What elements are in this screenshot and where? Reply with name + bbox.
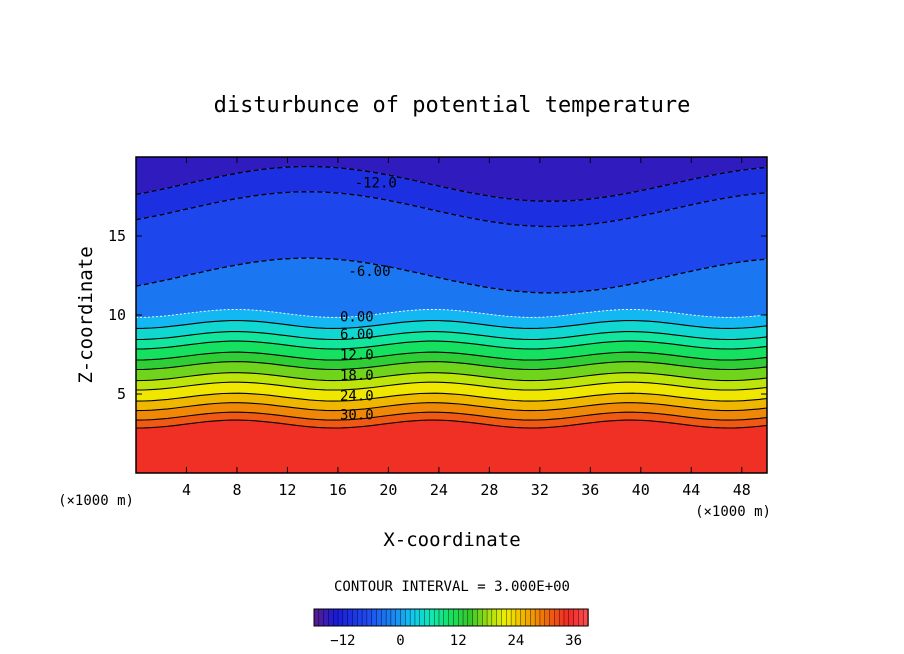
colorbar-swatch — [540, 609, 545, 626]
colorbar-swatch — [545, 609, 550, 626]
colorbar-swatch — [444, 609, 449, 626]
colorbar-swatch — [463, 609, 468, 626]
x-tick-label: 24 — [430, 481, 448, 499]
colorbar-swatch — [501, 609, 506, 626]
colorbar-swatch — [477, 609, 482, 626]
colorbar-swatch — [516, 609, 521, 626]
colorbar-swatch — [569, 609, 574, 626]
colorbar-swatch — [415, 609, 420, 626]
colorbar-swatch — [511, 609, 516, 626]
colorbar-swatch — [506, 609, 511, 626]
contour-chart: disturbunce of potential temperature -12… — [0, 0, 904, 654]
colorbar-swatch — [333, 609, 338, 626]
colorbar-swatch — [391, 609, 396, 626]
contour-interval-note: CONTOUR INTERVAL = 3.000E+00 — [334, 579, 570, 595]
colorbar-tick-label: 24 — [507, 633, 524, 649]
colorbar-swatch — [328, 609, 333, 626]
colorbar-tick-label: 12 — [450, 633, 467, 649]
x-tick-label: 8 — [232, 481, 241, 499]
y-axis-unit: (×1000 m) — [58, 493, 134, 509]
colorbar-swatch — [497, 609, 502, 626]
colorbar-swatch — [434, 609, 439, 626]
colorbar-swatch — [578, 609, 583, 626]
colorbar-swatch — [453, 609, 458, 626]
contour-label: 12.0 — [340, 348, 374, 364]
x-tick-label: 16 — [329, 481, 347, 499]
x-tick-label: 4 — [182, 481, 191, 499]
colorbar-swatch — [352, 609, 357, 626]
contour-label: -6.00 — [348, 264, 390, 280]
x-tick-label: 32 — [531, 481, 549, 499]
colorbar-swatch — [550, 609, 555, 626]
colorbar: −12 0 12 24 36 — [314, 609, 589, 649]
x-tick-label: 44 — [682, 481, 700, 499]
colorbar-swatch — [410, 609, 415, 626]
contour-fill-field — [136, 157, 767, 473]
colorbar-swatch — [535, 609, 540, 626]
colorbar-swatch — [420, 609, 425, 626]
x-tick-label: 36 — [581, 481, 599, 499]
colorbar-swatch — [396, 609, 401, 626]
colorbar-swatch — [338, 609, 343, 626]
colorbar-swatch — [381, 609, 386, 626]
contour-label: 24.0 — [340, 389, 374, 405]
x-axis-title: X-coordinate — [383, 529, 520, 551]
chart-title: disturbunce of potential temperature — [214, 93, 691, 118]
colorbar-swatch — [367, 609, 372, 626]
colorbar-swatch — [343, 609, 348, 626]
y-tick-label: 15 — [108, 227, 126, 245]
x-tick-label: 12 — [278, 481, 296, 499]
colorbar-swatch — [554, 609, 559, 626]
x-axis-unit: (×1000 m) — [695, 504, 771, 520]
colorbar-swatch — [526, 609, 531, 626]
colorbar-swatch — [492, 609, 497, 626]
colorbar-swatch — [405, 609, 410, 626]
contour-label: -12.0 — [355, 175, 397, 191]
colorbar-swatch — [574, 609, 579, 626]
colorbar-tick-label: 36 — [565, 633, 582, 649]
colorbar-swatch — [314, 609, 319, 626]
contour-label: 6.00 — [340, 327, 374, 343]
colorbar-swatch — [458, 609, 463, 626]
x-tick-label: 20 — [379, 481, 397, 499]
colorbar-swatch — [319, 609, 324, 626]
contour-label: 0.00 — [340, 310, 374, 326]
colorbar-swatch — [439, 609, 444, 626]
colorbar-swatch — [487, 609, 492, 626]
y-tick-label: 10 — [108, 306, 126, 324]
colorbar-swatch — [530, 609, 535, 626]
colorbar-swatch — [386, 609, 391, 626]
contour-label: 18.0 — [340, 368, 374, 384]
colorbar-swatch — [376, 609, 381, 626]
y-tick-label: 5 — [117, 385, 126, 403]
x-tick-label: 40 — [632, 481, 650, 499]
x-tick-label: 28 — [480, 481, 498, 499]
colorbar-swatch — [372, 609, 377, 626]
colorbar-swatch — [482, 609, 487, 626]
x-tick-label: 48 — [733, 481, 751, 499]
colorbar-swatch — [429, 609, 434, 626]
colorbar-swatch — [425, 609, 430, 626]
colorbar-tick-label: 0 — [396, 633, 404, 649]
contour-band — [136, 420, 767, 473]
colorbar-swatch — [468, 609, 473, 626]
colorbar-swatch — [559, 609, 564, 626]
y-axis-title: Z-coordinate — [75, 246, 97, 383]
contour-label: 30.0 — [340, 408, 374, 424]
colorbar-swatch — [348, 609, 353, 626]
colorbar-swatch — [473, 609, 478, 626]
colorbar-tick-label: −12 — [330, 633, 355, 649]
colorbar-swatch — [521, 609, 526, 626]
colorbar-swatch — [362, 609, 367, 626]
colorbar-swatch — [324, 609, 329, 626]
colorbar-swatch — [564, 609, 569, 626]
colorbar-swatch — [401, 609, 406, 626]
colorbar-swatch — [357, 609, 362, 626]
colorbar-swatch — [449, 609, 454, 626]
